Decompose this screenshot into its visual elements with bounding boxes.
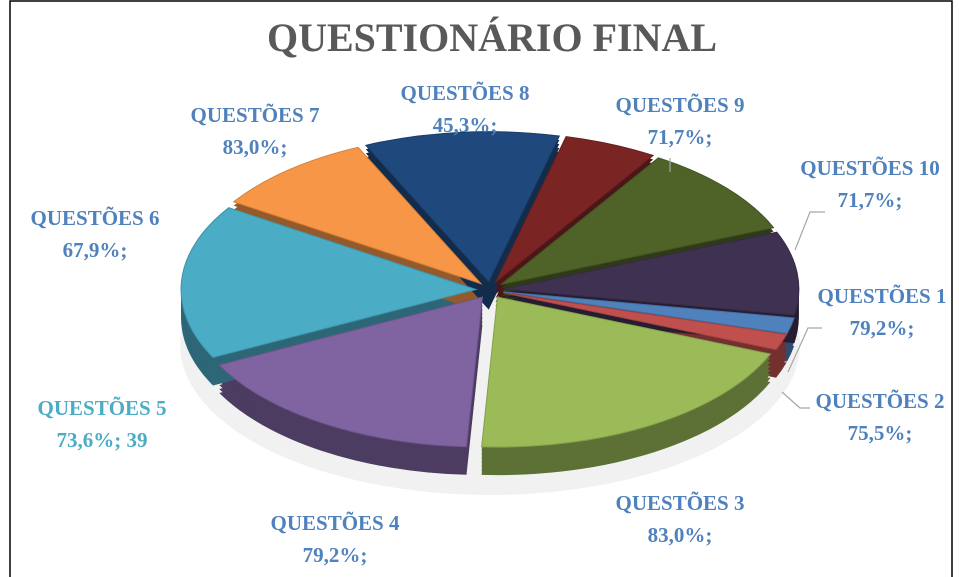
- slice: [503, 291, 795, 335]
- data-label-name: QUESTÕES 10: [800, 156, 939, 180]
- data-label-value: 45,3%;: [433, 113, 498, 137]
- slice: [218, 296, 483, 448]
- slice: [500, 157, 775, 286]
- data-label-value: 67,9%;: [63, 238, 128, 262]
- leader-line: [787, 327, 822, 373]
- data-label-name: QUESTÕES 1: [818, 284, 947, 308]
- leader-line: [781, 391, 810, 409]
- slice-tops: [180, 131, 800, 448]
- data-label-value: 83,0%;: [648, 523, 713, 547]
- slice: [232, 146, 483, 285]
- slice: [481, 296, 772, 448]
- data-label-name: QUESTÕES 3: [616, 491, 745, 515]
- data-label-value: 83,0%;: [223, 135, 288, 159]
- chart-title: QUESTIONÁRIO FINAL: [267, 15, 717, 60]
- data-label-value: 73,6%; 39: [57, 428, 148, 452]
- slice: [180, 207, 478, 359]
- slice: [495, 136, 655, 283]
- data-label-value: 75,5%;: [848, 421, 913, 445]
- data-label-name: QUESTÕES 4: [271, 511, 400, 535]
- slice: [503, 231, 800, 316]
- data-label-value: 71,7%;: [838, 188, 903, 212]
- leader-lines: [669, 158, 825, 409]
- data-label-name: QUESTÕES 6: [31, 206, 160, 230]
- data-label-value: 71,7%;: [648, 125, 713, 149]
- data-label-name: QUESTÕES 5: [38, 396, 167, 420]
- slice: [364, 131, 561, 283]
- data-label-name: QUESTÕES 7: [191, 103, 320, 127]
- slice: [503, 292, 788, 351]
- data-label-name: QUESTÕES 8: [401, 81, 530, 105]
- data-label-name: QUESTÕES 2: [816, 389, 945, 413]
- leader-line: [794, 211, 825, 251]
- data-label-name: QUESTÕES 9: [616, 93, 745, 117]
- data-label-value: 79,2%;: [850, 316, 915, 340]
- data-label-value: 79,2%;: [303, 543, 368, 567]
